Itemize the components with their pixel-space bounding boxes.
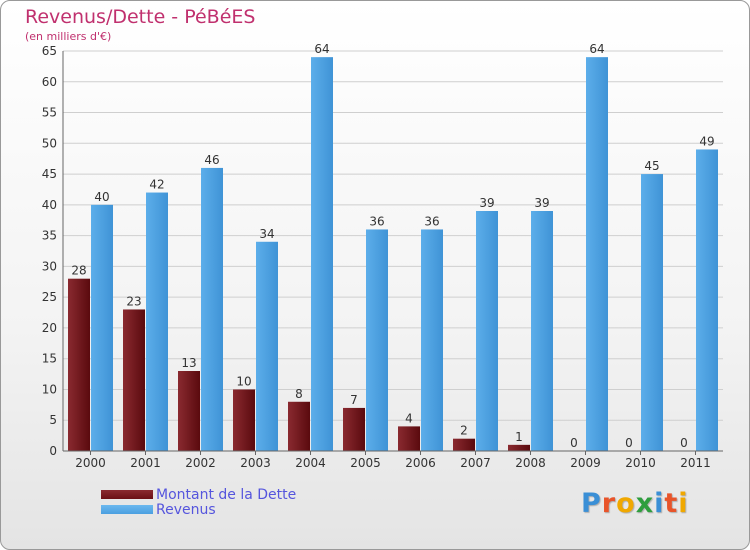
data-label-dette: 0 — [680, 436, 688, 450]
x-tick-label: 2006 — [405, 456, 436, 470]
bar-revenus — [256, 241, 278, 451]
chart-subtitle: (en milliers d'€) — [25, 30, 112, 43]
bar-dette — [288, 401, 310, 451]
logo-letter: i — [654, 488, 665, 519]
legend: Montant de la Dette Revenus — [101, 486, 297, 518]
bar-revenus — [201, 167, 223, 451]
y-tick-label: 25 — [42, 290, 57, 304]
legend-swatch-dette — [101, 490, 153, 499]
chart-title: Revenus/Dette - PéBéES — [25, 6, 256, 28]
bar-revenus — [91, 204, 113, 451]
data-label-dette: 4 — [405, 411, 413, 425]
bar-dette — [343, 407, 365, 451]
data-label-revenus: 36 — [369, 214, 384, 228]
x-tick-label: 2011 — [680, 456, 711, 470]
x-tick-label: 2010 — [625, 456, 656, 470]
logo-letter: o — [616, 488, 636, 519]
data-label-dette: 2 — [460, 424, 468, 438]
logo-letter: i — [678, 488, 689, 519]
data-label-dette: 28 — [71, 264, 86, 278]
data-label-dette: 8 — [295, 387, 303, 401]
bar-revenus — [586, 57, 608, 452]
logo-letter: P — [581, 488, 602, 519]
y-tick-label: 50 — [42, 136, 57, 150]
bar-revenus — [421, 229, 443, 451]
x-tick-label: 2004 — [295, 456, 326, 470]
data-label-dette: 0 — [570, 436, 578, 450]
legend-swatch-revenus — [101, 505, 153, 514]
x-tick-label: 2008 — [515, 456, 546, 470]
grid-lines — [63, 50, 723, 452]
y-tick-label: 30 — [42, 259, 57, 273]
data-label-revenus: 46 — [204, 153, 219, 167]
data-label-revenus: 39 — [534, 196, 549, 210]
axes — [62, 51, 723, 455]
bar-dette — [453, 438, 475, 451]
bar-revenus — [531, 211, 553, 451]
data-label-dette: 0 — [625, 436, 633, 450]
y-tick-label: 0 — [49, 444, 57, 458]
data-label-revenus: 45 — [644, 159, 659, 173]
bar-dette — [68, 278, 90, 451]
logo-letter: x — [635, 488, 655, 519]
data-label-revenus: 34 — [259, 227, 274, 241]
data-label-dette: 1 — [515, 430, 523, 444]
y-tick-label: 5 — [49, 413, 57, 427]
y-tick-label: 40 — [42, 198, 57, 212]
y-tick-label: 35 — [42, 229, 57, 243]
y-tick-label: 45 — [42, 167, 57, 181]
data-label-revenus: 64 — [314, 42, 329, 56]
legend-label-revenus: Revenus — [156, 501, 216, 518]
logo-letter: t — [664, 488, 679, 519]
labels: 0510152025303540455055606528402000234220… — [42, 42, 715, 470]
y-tick-label: 15 — [42, 352, 57, 366]
bar-revenus — [311, 57, 333, 452]
bar-dette — [233, 389, 255, 451]
legend-label-dette: Montant de la Dette — [156, 486, 297, 503]
data-label-revenus: 49 — [699, 134, 714, 148]
y-tick-label: 60 — [42, 75, 57, 89]
bar-revenus — [641, 174, 663, 452]
y-tick-label: 65 — [42, 44, 57, 58]
bar-revenus — [146, 192, 168, 452]
bar-revenus — [696, 149, 718, 451]
legend-item-dette: Montant de la Dette — [101, 486, 297, 503]
x-tick-label: 2005 — [350, 456, 381, 470]
data-label-revenus: 36 — [424, 214, 439, 228]
bar-dette — [398, 426, 420, 451]
data-label-revenus: 42 — [149, 178, 164, 192]
x-tick-label: 2002 — [185, 456, 216, 470]
bars — [68, 57, 718, 452]
x-tick-label: 2000 — [75, 456, 106, 470]
y-tick-label: 20 — [42, 321, 57, 335]
data-label-dette: 23 — [126, 294, 141, 308]
bar-dette — [178, 371, 200, 451]
legend-item-revenus: Revenus — [101, 501, 296, 518]
bar-dette — [508, 444, 530, 451]
data-label-dette: 10 — [236, 374, 251, 388]
y-tick-label: 10 — [42, 382, 57, 396]
y-tick-label: 55 — [42, 106, 57, 120]
logo-letter: r — [601, 488, 617, 519]
x-tick-label: 2001 — [130, 456, 161, 470]
x-tick-label: 2003 — [240, 456, 271, 470]
data-label-revenus: 40 — [94, 190, 109, 204]
data-label-dette: 7 — [350, 393, 358, 407]
x-tick-label: 2007 — [460, 456, 491, 470]
x-tick-label: 2009 — [570, 456, 601, 470]
proxiti-logo: Proxiti — [581, 488, 689, 519]
bar-revenus — [476, 211, 498, 451]
data-label-revenus: 39 — [479, 196, 494, 210]
data-label-dette: 13 — [181, 356, 196, 370]
bar-dette — [123, 309, 145, 451]
bar-revenus — [366, 229, 388, 451]
data-label-revenus: 64 — [589, 42, 604, 56]
